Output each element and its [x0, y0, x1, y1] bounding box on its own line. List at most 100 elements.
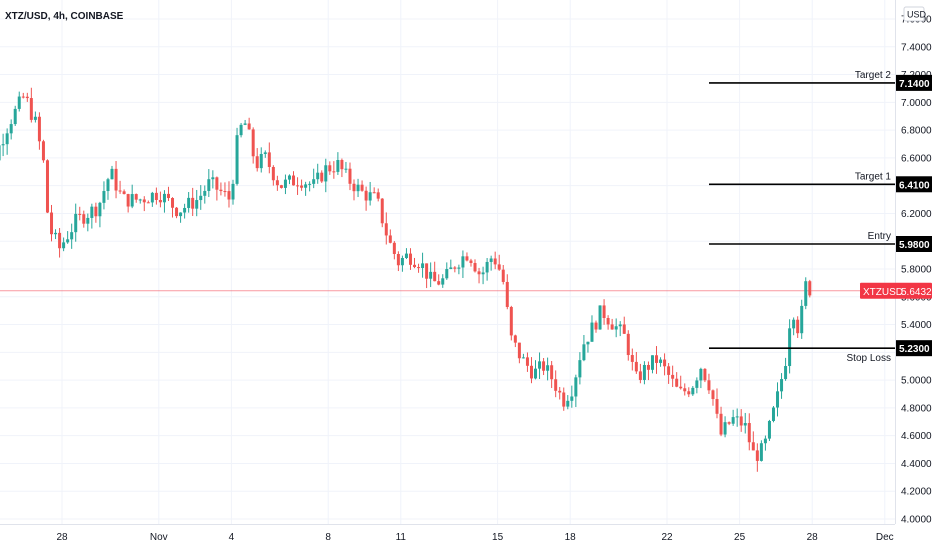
currency-button-label[interactable]: USD: [907, 10, 927, 20]
candle-body: [41, 141, 45, 161]
candle-body: [179, 212, 183, 217]
candle-body: [146, 202, 150, 204]
candle-body: [671, 374, 675, 379]
candle-body: [659, 359, 663, 363]
candle-body: [642, 364, 646, 380]
candle-body: [457, 267, 461, 269]
candle-body: [356, 184, 360, 192]
candle-body: [804, 281, 808, 306]
candle-body: [175, 207, 179, 217]
current-price-symbol-box: [860, 282, 932, 299]
candle-body: [699, 368, 703, 381]
candle-body: [271, 166, 275, 181]
candle-body: [292, 175, 296, 186]
candle-body: [162, 193, 166, 203]
candle-body: [707, 380, 711, 391]
candle-body: [82, 214, 86, 224]
chart-title: XTZ/USD, 4h, COINBASE: [5, 11, 124, 22]
candle-body: [376, 192, 380, 199]
candle-body: [622, 324, 626, 334]
candle-body: [465, 256, 469, 261]
candle-body: [417, 267, 421, 269]
candle-body: [50, 212, 54, 235]
candle-body: [542, 361, 546, 371]
candle-body: [513, 335, 517, 343]
candle-body: [711, 390, 715, 400]
currency-button[interactable]: USD: [903, 6, 927, 22]
candle-body: [336, 159, 340, 172]
x-tick-label: 8: [325, 532, 331, 543]
y-tick-label: 7.0000: [901, 98, 932, 109]
candle-body: [183, 207, 187, 213]
level-price-box: [896, 176, 932, 193]
candle-body: [570, 396, 574, 401]
candle-body: [223, 191, 227, 193]
candle-body: [332, 171, 336, 173]
level-price-box: [896, 74, 932, 91]
candle-body: [13, 108, 17, 125]
level-name: Target 2: [855, 70, 892, 81]
candle-body: [316, 172, 320, 180]
candle-body: [259, 153, 263, 169]
candle-body: [763, 438, 767, 444]
candle-body: [138, 199, 142, 201]
current-price-symbol: XTZUSD: [863, 287, 903, 298]
time-axis[interactable]: 2528Nov48111518222528Dec69: [0, 532, 932, 543]
level-name: Target 1: [855, 171, 892, 182]
candle-body: [755, 450, 759, 461]
candle-body: [130, 194, 134, 207]
candle-body: [195, 200, 199, 209]
level-price-box: [896, 236, 932, 252]
candle-body: [550, 365, 554, 380]
candle-body: [521, 357, 525, 359]
candle-body: [66, 239, 70, 243]
candle-body: [106, 179, 110, 192]
candle-body: [360, 184, 364, 191]
candle-body: [767, 420, 771, 439]
candle-body: [493, 258, 497, 265]
candle-body: [747, 423, 751, 443]
candle-body: [477, 271, 481, 275]
candle-body: [663, 359, 667, 367]
candle-body: [275, 180, 279, 186]
candle-body: [759, 443, 763, 461]
candle-body: [534, 368, 538, 379]
candle-body: [735, 416, 739, 418]
candle-body: [667, 366, 671, 375]
candle-body: [287, 175, 291, 180]
candle-body: [1, 144, 5, 146]
candle-body: [469, 260, 473, 263]
candle-body: [219, 189, 223, 192]
candle-body: [614, 326, 618, 330]
candle-body: [58, 232, 62, 249]
candle-body: [348, 168, 352, 184]
level-price-label: 5.2300: [899, 344, 930, 355]
candle-body: [683, 388, 687, 392]
candle-body: [453, 267, 457, 269]
candle-body: [110, 168, 114, 180]
candle-body: [788, 328, 792, 367]
candle-body: [94, 206, 98, 217]
candle-body: [719, 413, 723, 435]
candle-body: [634, 361, 638, 372]
candle-body: [231, 183, 235, 200]
y-tick-label: 7.4000: [901, 42, 932, 53]
candle-body: [602, 305, 606, 318]
candle-body: [461, 256, 465, 268]
candle-body: [263, 152, 267, 154]
candle-body: [437, 281, 441, 285]
candle-body: [118, 190, 122, 192]
x-tick-label: 4: [229, 532, 235, 543]
candle-body: [743, 423, 747, 426]
candle-body: [626, 333, 630, 356]
candle-body: [372, 192, 376, 194]
candle-body: [703, 368, 707, 381]
candle-body: [86, 217, 90, 224]
candle-body: [505, 281, 509, 307]
y-tick-label: 4.4000: [901, 459, 932, 470]
currency-button-box[interactable]: [903, 6, 925, 22]
candle-body: [574, 377, 578, 397]
x-tick-label: 25: [734, 532, 746, 543]
candle-body: [562, 392, 566, 407]
